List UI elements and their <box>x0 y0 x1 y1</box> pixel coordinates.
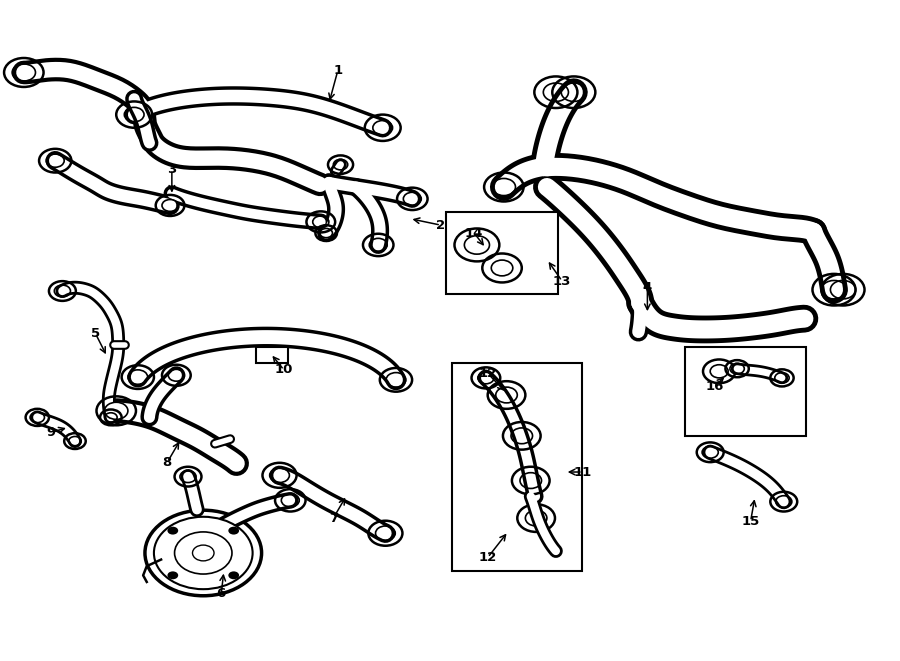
Text: 10: 10 <box>274 364 293 377</box>
Bar <box>685 347 806 436</box>
Circle shape <box>167 527 178 535</box>
Text: 1: 1 <box>333 64 342 77</box>
Text: 4: 4 <box>643 281 652 294</box>
Text: 11: 11 <box>573 465 592 479</box>
Text: 6: 6 <box>217 587 226 600</box>
Text: 12: 12 <box>479 551 497 564</box>
Text: 9: 9 <box>46 426 55 439</box>
Circle shape <box>154 517 253 589</box>
Circle shape <box>167 571 178 579</box>
Text: 15: 15 <box>742 515 760 528</box>
Text: 12: 12 <box>479 367 497 380</box>
Bar <box>446 212 558 294</box>
Circle shape <box>229 527 239 535</box>
Circle shape <box>229 571 239 579</box>
Text: 2: 2 <box>436 219 446 232</box>
Text: 8: 8 <box>163 455 172 469</box>
Text: 13: 13 <box>553 274 572 288</box>
Text: 7: 7 <box>328 512 338 525</box>
Text: 5: 5 <box>91 327 100 340</box>
Text: 3: 3 <box>167 163 176 176</box>
Bar <box>452 364 582 570</box>
Text: 16: 16 <box>706 380 724 393</box>
FancyBboxPatch shape <box>256 347 288 364</box>
Text: 14: 14 <box>465 227 483 239</box>
